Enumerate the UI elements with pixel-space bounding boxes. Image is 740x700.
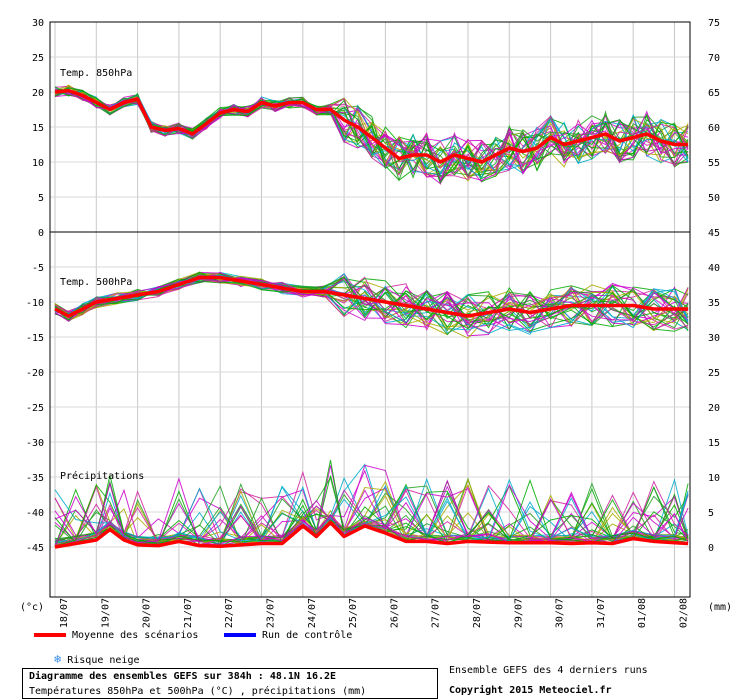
ensemble-member-line [54, 89, 689, 180]
right-tick-label: 55 [708, 158, 720, 169]
date-tick-label: 24/07 [307, 598, 318, 628]
date-tick-label: 01/08 [637, 598, 648, 628]
left-tick-label: -25 [26, 403, 44, 414]
date-tick-label: 23/07 [266, 598, 277, 628]
left-tick-label: 25 [32, 53, 44, 64]
legend-control-label: Run de contrôle [262, 630, 353, 641]
right-tick-label: 50 [708, 193, 720, 204]
ensemble-member-line [54, 91, 689, 179]
legend-snow: ❄ Risque neige [54, 652, 139, 666]
left-tick-label: -45 [26, 543, 44, 554]
right-tick-label: 25 [708, 368, 720, 379]
left-tick-label: 10 [32, 158, 44, 169]
legend-control: Run de contrôle [224, 630, 352, 641]
date-tick-label: 30/07 [555, 598, 566, 628]
ensemble-member-line [54, 85, 689, 186]
left-tick-label: 15 [32, 123, 44, 134]
ensemble-member-line [54, 465, 689, 542]
legend-mean-swatch [34, 633, 66, 637]
right-tick-label: 10 [708, 473, 720, 484]
legend-mean: Moyenne des scénarios [34, 630, 198, 641]
date-tick-label: 20/07 [142, 598, 153, 628]
ensemble-member-lines [54, 84, 689, 548]
ensemble-member-line [54, 89, 689, 181]
left-tick-label: -15 [26, 333, 44, 344]
left-tick-label: 0 [38, 228, 44, 239]
ensemble-member-line [54, 89, 689, 179]
ensemble-member-line [54, 277, 689, 325]
snowflake-icon: ❄ [54, 652, 62, 666]
ensemble-member-line [54, 274, 689, 334]
right-tick-label: 35 [708, 298, 720, 309]
left-tick-label: -30 [26, 438, 44, 449]
left-tick-label: 20 [32, 88, 44, 99]
chart-subtitle: Températures 850hPa et 500hPa (°C) , pré… [29, 686, 367, 697]
ensemble-member-line [54, 487, 689, 547]
right-axis-unit: (mm) [708, 602, 732, 613]
panel-label: Temp. 500hPa [60, 277, 132, 288]
legend-snow-label: Risque neige [67, 655, 140, 666]
axis-labels: 302520151050-5-10-15-20-25-30-35-40-4575… [20, 18, 732, 628]
mean-series-line [54, 275, 689, 318]
legend-control-swatch [224, 633, 256, 637]
mean-series-lines [54, 88, 689, 549]
date-tick-label: 21/07 [183, 598, 194, 628]
runs-note: Ensemble GEFS des 4 derniers runs [449, 665, 648, 676]
legend-mean-label: Moyenne des scénarios [72, 630, 199, 641]
date-tick-label: 19/07 [100, 598, 111, 628]
date-tick-label: 02/08 [679, 598, 690, 628]
chart-title: Diagramme des ensembles GEFS sur 384h : … [29, 671, 337, 682]
date-tick-label: 27/07 [431, 598, 442, 628]
mean-series-line [54, 88, 689, 164]
right-tick-label: 65 [708, 88, 720, 99]
left-axis-unit: (°c) [20, 602, 44, 613]
right-tick-label: 15 [708, 438, 720, 449]
panel-label: Temp. 850hPa [60, 68, 132, 79]
right-tick-label: 70 [708, 53, 720, 64]
right-tick-label: 40 [708, 263, 720, 274]
date-tick-label: 26/07 [389, 598, 400, 628]
right-tick-label: 30 [708, 333, 720, 344]
right-tick-label: 20 [708, 403, 720, 414]
right-tick-label: 60 [708, 123, 720, 134]
left-tick-label: -40 [26, 508, 44, 519]
ensemble-member-line [54, 463, 689, 543]
ensemble-member-line [54, 477, 689, 547]
ensemble-member-line [54, 271, 689, 331]
panel-label: Précipitations [60, 470, 144, 482]
date-tick-label: 28/07 [472, 598, 483, 628]
left-tick-label: -20 [26, 368, 44, 379]
left-tick-label: 30 [32, 18, 44, 29]
left-tick-label: 5 [38, 193, 44, 204]
plot-frame [49, 21, 691, 598]
date-tick-label: 31/07 [596, 598, 607, 628]
info-box: Diagramme des ensembles GEFS sur 384h : … [22, 668, 438, 699]
left-tick-label: -10 [26, 298, 44, 309]
ensemble-member-line [54, 274, 689, 329]
date-tick-label: 18/07 [59, 598, 70, 628]
date-tick-label: 22/07 [224, 598, 235, 628]
date-tick-label: 29/07 [513, 598, 524, 628]
mean-series-line [54, 520, 689, 549]
right-tick-label: 45 [708, 228, 720, 239]
ensemble-member-line [54, 88, 689, 169]
left-tick-label: -35 [26, 473, 44, 484]
copyright: Copyright 2015 Meteociel.fr [449, 685, 612, 696]
right-tick-label: 75 [708, 18, 720, 29]
date-tick-label: 25/07 [348, 598, 359, 628]
right-tick-label: 0 [708, 543, 714, 554]
right-tick-label: 5 [708, 508, 714, 519]
ensemble-member-line [54, 88, 689, 181]
left-tick-label: -5 [32, 263, 44, 274]
plot-border [49, 21, 691, 598]
